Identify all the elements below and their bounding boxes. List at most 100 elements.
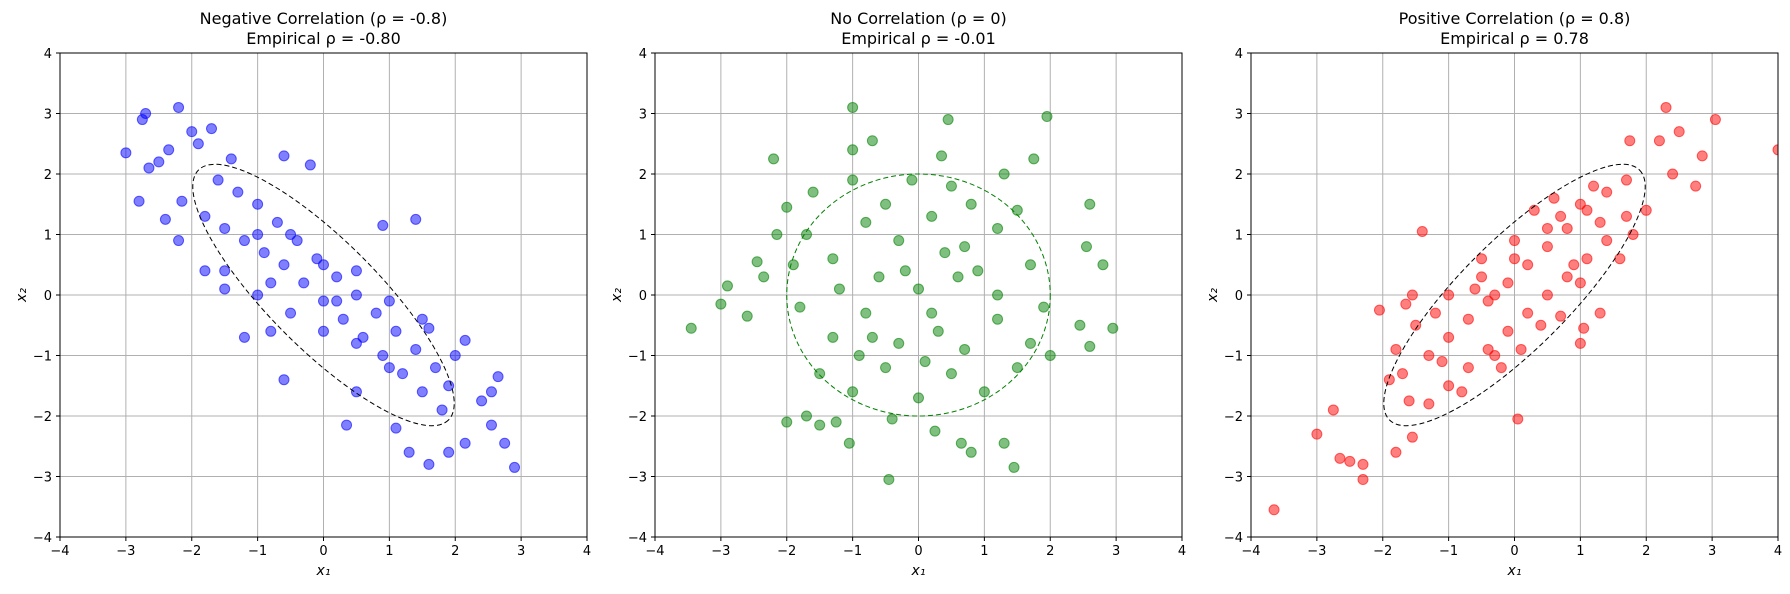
scatter-point bbox=[1541, 289, 1553, 301]
x-tick-label: 1 bbox=[385, 544, 393, 559]
scatter-point bbox=[1044, 350, 1056, 361]
scatter-point bbox=[942, 114, 954, 126]
scatter-point bbox=[998, 437, 1010, 449]
scatter-point bbox=[1509, 235, 1520, 247]
scatter-point bbox=[1555, 310, 1567, 322]
scatter-point bbox=[410, 213, 422, 225]
scatter-point bbox=[1561, 222, 1573, 234]
scatter-point bbox=[1772, 144, 1778, 156]
y-tick-label: −2 bbox=[628, 410, 647, 425]
scatter-point bbox=[285, 307, 297, 319]
scatter-point bbox=[278, 259, 290, 271]
y-tick-label: −1 bbox=[1224, 350, 1243, 365]
y-tick-label: 1 bbox=[1235, 229, 1243, 244]
scatter-point bbox=[1522, 307, 1534, 319]
scatter-point bbox=[1469, 283, 1481, 295]
x-tick-label: 3 bbox=[517, 544, 525, 559]
scatter-point bbox=[1624, 135, 1636, 147]
scatter-point bbox=[945, 368, 957, 380]
scatter-point bbox=[1601, 186, 1613, 198]
scatter-point bbox=[833, 283, 845, 295]
scatter-point bbox=[232, 186, 244, 198]
scatter-point bbox=[1620, 210, 1632, 222]
scatter-point bbox=[860, 307, 872, 319]
chart-panel-1: −4 −3 −2 −1 0 1 2 3 4 −4 −3 −2 −1 0 1 2 3 4 Negative Corre… bbox=[14, 9, 591, 579]
scatter-point bbox=[1640, 204, 1652, 216]
scatter-point bbox=[1107, 322, 1119, 334]
scatter-points bbox=[120, 101, 521, 473]
scatter-point bbox=[741, 310, 753, 322]
scatter-point bbox=[271, 216, 283, 228]
scatter-point bbox=[932, 325, 944, 337]
scatter-point bbox=[163, 144, 175, 156]
scatter-point bbox=[998, 168, 1010, 180]
scatter-point bbox=[1476, 253, 1488, 265]
scatter-point bbox=[1041, 111, 1053, 123]
scatter-point bbox=[219, 265, 231, 277]
scatter-point bbox=[952, 271, 964, 283]
scatter-point bbox=[936, 150, 948, 162]
y-tick-label: 0 bbox=[639, 289, 647, 304]
y-tick-label: 3 bbox=[639, 108, 647, 123]
scatter-point bbox=[173, 235, 185, 247]
scatter-point bbox=[136, 114, 148, 126]
scatter-point bbox=[443, 380, 455, 392]
scatter-point bbox=[390, 325, 402, 337]
scatter-point bbox=[992, 222, 1004, 234]
scatter-point bbox=[1594, 216, 1606, 228]
scatter-point bbox=[252, 198, 264, 210]
x-tick-label: −2 bbox=[777, 544, 796, 559]
x-tick-label: −1 bbox=[1439, 544, 1458, 559]
scatter-point bbox=[866, 135, 878, 147]
scatter-point bbox=[1482, 343, 1494, 355]
scatter-point bbox=[390, 422, 402, 434]
scatter-point bbox=[377, 350, 389, 361]
scatter-point bbox=[1620, 174, 1632, 186]
scatter-point bbox=[1024, 337, 1036, 349]
scatter-point bbox=[410, 343, 422, 355]
scatter-point bbox=[485, 419, 497, 431]
x-tick-label: −2 bbox=[182, 544, 201, 559]
y-tick-label: −2 bbox=[33, 410, 52, 425]
scatter-point bbox=[1383, 374, 1395, 386]
scatter-point bbox=[1390, 446, 1402, 458]
scatter-point bbox=[1502, 277, 1514, 289]
scatter-point bbox=[1334, 452, 1346, 464]
scatter-point bbox=[219, 222, 231, 234]
scatter-point bbox=[801, 229, 813, 240]
scatter-point bbox=[278, 374, 290, 386]
x-tick-label: 0 bbox=[319, 544, 327, 559]
scatter-point bbox=[459, 334, 471, 346]
x-tick-label: 2 bbox=[1642, 544, 1650, 559]
scatter-point bbox=[1011, 204, 1023, 216]
scatter-point bbox=[1578, 322, 1590, 334]
scatter-point bbox=[397, 368, 409, 380]
scatter-point bbox=[1574, 337, 1586, 349]
scatter-point bbox=[252, 289, 264, 301]
scatter-point bbox=[1667, 168, 1679, 180]
scatter-point bbox=[1495, 362, 1507, 374]
scatter-point bbox=[972, 265, 984, 277]
scatter-point bbox=[906, 174, 918, 186]
y-tick-label: 0 bbox=[1235, 289, 1243, 304]
scatter-point bbox=[403, 446, 415, 458]
x-axis-label: x₁ bbox=[316, 563, 331, 579]
scatter-points bbox=[1268, 101, 1778, 516]
scatter-point bbox=[1541, 241, 1553, 253]
scatter-point bbox=[1024, 259, 1036, 271]
scatter-point bbox=[1429, 307, 1441, 319]
scatter-point bbox=[1357, 458, 1369, 470]
chart-title: No Correlation (ρ = 0) bbox=[830, 9, 1007, 28]
scatter-point bbox=[843, 437, 855, 449]
scatter-point bbox=[1400, 298, 1412, 310]
scatter-point bbox=[423, 322, 435, 334]
scatter-point bbox=[1373, 304, 1385, 316]
scatter-point bbox=[1410, 319, 1422, 331]
scatter-point bbox=[1673, 126, 1685, 138]
x-tick-label: 4 bbox=[1178, 544, 1186, 559]
scatter-point bbox=[1548, 192, 1560, 204]
scatter-point bbox=[715, 298, 727, 310]
y-tick-label: 1 bbox=[639, 229, 647, 244]
y-tick-label: 3 bbox=[44, 108, 52, 123]
